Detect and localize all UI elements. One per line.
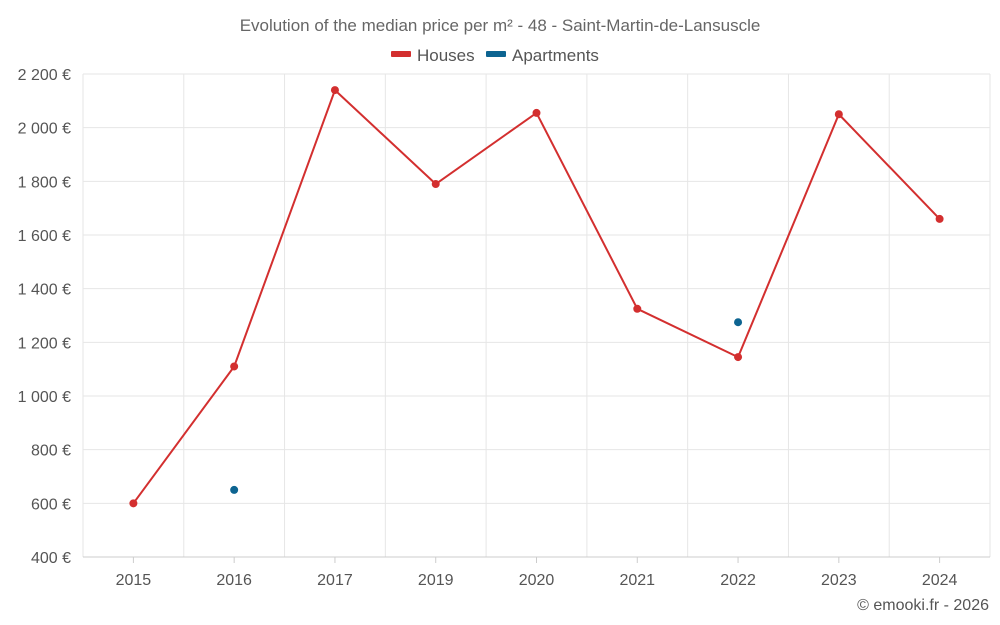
y-tick-label: 1 800 € <box>18 174 71 191</box>
x-tick-label: 2021 <box>619 572 655 589</box>
data-point-houses[interactable] <box>734 353 743 362</box>
x-tick-label: 2023 <box>821 572 857 589</box>
y-axis-ticks: 400 € 600 € 800 € 1 000 € 1 200 € 1 400 € 1 60… <box>18 67 71 567</box>
y-tick-label: 1 000 € <box>18 389 71 406</box>
data-point-houses[interactable] <box>431 180 440 189</box>
axes <box>83 556 990 563</box>
credit-text: © emooki.fr - 2026 <box>857 597 989 614</box>
data-point-houses[interactable] <box>129 499 138 508</box>
y-tick-label: 2 200 € <box>18 67 71 84</box>
series-line-houses <box>132 89 941 504</box>
legend-label-houses[interactable]: Houses <box>417 46 475 65</box>
data-point-houses[interactable] <box>230 362 239 371</box>
y-tick-label: 2 000 € <box>18 121 71 138</box>
x-tick-label: 2024 <box>922 572 958 589</box>
grid <box>82 73 991 557</box>
series-houses <box>129 86 944 508</box>
data-point-apartments[interactable] <box>734 318 743 327</box>
x-tick-label: 2022 <box>720 572 756 589</box>
series <box>129 86 944 508</box>
data-point-apartments[interactable] <box>230 485 239 494</box>
y-tick-label: 1 200 € <box>18 335 71 352</box>
legend-item-apartments[interactable]: Apartments <box>486 46 599 65</box>
y-tick-label: 800 € <box>31 443 71 460</box>
x-tick-label: 2015 <box>116 572 152 589</box>
data-point-houses[interactable] <box>834 110 843 119</box>
y-tick-label: 1 600 € <box>18 228 71 245</box>
series-apartments <box>230 318 743 494</box>
data-point-houses[interactable] <box>330 86 339 95</box>
y-tick-label: 1 400 € <box>18 282 71 299</box>
x-tick-label: 2016 <box>216 572 252 589</box>
x-tick-label: 2020 <box>519 572 555 589</box>
legend-label-apartments[interactable]: Apartments <box>512 46 599 65</box>
data-point-houses[interactable] <box>935 214 944 223</box>
legend[interactable]: Houses Apartments <box>391 46 599 65</box>
x-tick-label: 2017 <box>317 572 353 589</box>
legend-swatch-apartments <box>486 51 506 57</box>
x-axis-ticks: 2015 2016 2017 2019 2020 2021 2022 2023 2024 <box>116 572 958 589</box>
y-tick-label: 600 € <box>31 496 71 513</box>
legend-swatch-houses <box>391 51 411 57</box>
y-tick-label: 400 € <box>31 550 71 567</box>
legend-item-houses[interactable]: Houses <box>391 46 475 65</box>
data-point-houses[interactable] <box>532 108 541 117</box>
x-tick-label: 2019 <box>418 572 454 589</box>
data-point-houses[interactable] <box>633 304 642 313</box>
chart-title: Evolution of the median price per m² - 4… <box>240 16 761 35</box>
